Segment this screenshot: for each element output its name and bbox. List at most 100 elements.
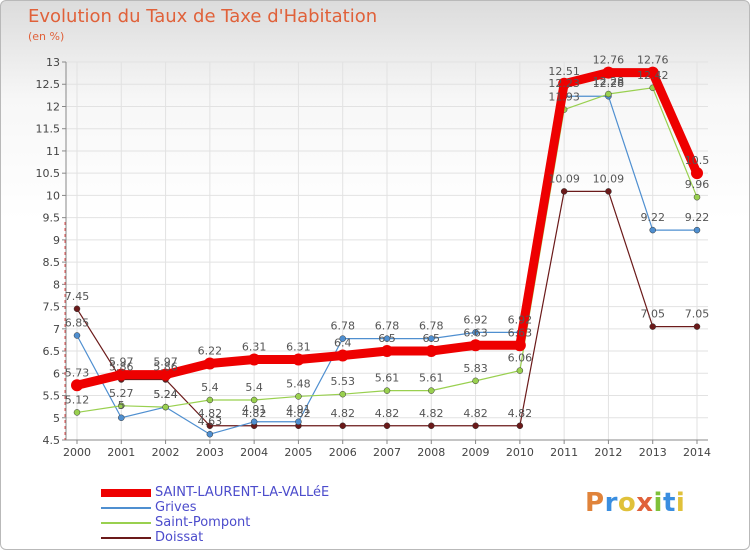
data-label: 12.42 — [637, 69, 669, 82]
data-label: 12.51 — [548, 65, 580, 78]
data-label: 4.82 — [419, 407, 444, 420]
y-tick-label: 10 — [46, 189, 60, 202]
data-label: 5.24 — [153, 388, 178, 401]
data-label: 11.93 — [548, 91, 580, 104]
data-point — [516, 422, 524, 430]
data-label: 5.12 — [65, 393, 90, 406]
data-label: 7.05 — [640, 308, 665, 321]
y-tick-label: 6 — [53, 367, 60, 380]
data-label: 6.06 — [508, 352, 533, 365]
data-point — [691, 167, 703, 180]
data-point — [472, 377, 479, 385]
data-point — [428, 387, 435, 394]
data-point — [649, 226, 656, 234]
legend-item-saint-laurent: SAINT-LAURENT-LA-VALLéE — [101, 485, 329, 500]
logo-letter: i — [653, 488, 663, 518]
grid-layer — [66, 61, 708, 441]
data-label: 6.22 — [198, 345, 223, 358]
legend-item-saint-pompont: Saint-Pompont — [101, 515, 329, 530]
y-tick-label: 13 — [46, 56, 60, 69]
data-label: 6.4 — [334, 337, 352, 350]
data-point — [602, 66, 615, 79]
x-tick-label: 2013 — [639, 446, 667, 459]
y-tick-label: 8.5 — [43, 256, 61, 269]
y-tick-label: 9 — [53, 234, 60, 247]
legend-label: Saint-Pompont — [155, 515, 251, 530]
data-point — [73, 305, 81, 313]
data-label: 4.82 — [242, 407, 267, 420]
data-point — [206, 396, 214, 404]
data-label: 4.82 — [286, 407, 311, 420]
data-point — [206, 430, 214, 438]
data-point — [383, 422, 391, 430]
data-point — [73, 409, 81, 416]
data-label: 12.76 — [637, 54, 669, 67]
data-point — [383, 335, 391, 342]
data-point — [339, 390, 346, 398]
data-label: 5.73 — [65, 366, 90, 379]
data-label: 5 — [118, 399, 125, 412]
x-tick-label: 2012 — [594, 446, 622, 459]
logo-letter: r — [604, 488, 618, 518]
data-label: 6.31 — [242, 341, 267, 354]
x-tick-label: 2007 — [373, 446, 401, 459]
data-label: 4.82 — [375, 407, 400, 420]
data-point — [428, 335, 435, 342]
x-tick-label: 2010 — [506, 446, 534, 459]
data-point — [605, 188, 612, 195]
data-point — [118, 414, 125, 422]
data-label: 6.92 — [508, 313, 533, 326]
data-point — [472, 422, 479, 430]
data-label: 5.4 — [201, 381, 219, 394]
data-point — [516, 367, 524, 374]
data-point — [513, 339, 526, 352]
x-tick-label: 2003 — [196, 446, 224, 459]
x-tick-label: 2006 — [329, 446, 357, 459]
data-label: 6.5 — [423, 332, 441, 345]
data-label: 6.31 — [286, 341, 311, 354]
data-label: 4.82 — [330, 407, 355, 420]
data-label: 5.53 — [330, 375, 355, 388]
x-tick-label: 2005 — [284, 446, 312, 459]
series-layer — [71, 66, 703, 438]
y-tick-label: 4.5 — [43, 434, 61, 447]
data-label: 5.27 — [109, 387, 134, 400]
chart-unit-label: (en %) — [28, 30, 65, 43]
data-label: 6.78 — [375, 320, 400, 333]
y-tick-label: 5 — [53, 412, 60, 425]
y-tick-label: 7 — [53, 323, 60, 336]
legend-label: Doissat — [155, 530, 204, 545]
data-label: 5.48 — [286, 377, 311, 390]
data-point — [428, 422, 435, 430]
data-point — [250, 396, 258, 404]
data-label-layer: 5.73 5.97 5.97 6.22 6.31 6.31 6.4 6.5 6.5 6.63 6.6… — [65, 54, 710, 429]
data-point — [425, 345, 438, 358]
logo-letter: t — [662, 488, 676, 518]
data-point — [646, 66, 659, 79]
proxiti-logo: Proxiti — [585, 488, 685, 518]
data-label: 4.82 — [463, 407, 488, 420]
data-label: 6.78 — [330, 320, 355, 333]
data-point — [649, 323, 656, 330]
data-label: 12.23 — [548, 77, 580, 90]
axis-layer: 4.5 5 5.5 6 6.5 7 7.5 8 8.5 9 9.5 10 10.5 11 11.5 12 12.… — [36, 56, 712, 459]
data-label: 5.83 — [463, 362, 488, 375]
data-label: 5.97 — [109, 356, 134, 369]
x-tick-label: 2000 — [63, 446, 91, 459]
data-point — [693, 323, 701, 330]
legend-swatch — [101, 536, 151, 539]
data-point — [159, 368, 172, 381]
y-tick-label: 11 — [46, 145, 60, 158]
data-label: 4.82 — [198, 407, 223, 420]
legend: SAINT-LAURENT-LA-VALLéE Grives Saint-Pom… — [101, 485, 329, 545]
data-label: 10.5 — [685, 154, 710, 167]
data-label: 6.92 — [463, 313, 488, 326]
data-label: 5.97 — [153, 356, 178, 369]
legend-swatch — [101, 488, 151, 497]
data-label: 5.4 — [245, 381, 263, 394]
data-label: 4.91 — [286, 403, 311, 416]
data-point — [560, 188, 568, 195]
data-point — [71, 379, 83, 392]
